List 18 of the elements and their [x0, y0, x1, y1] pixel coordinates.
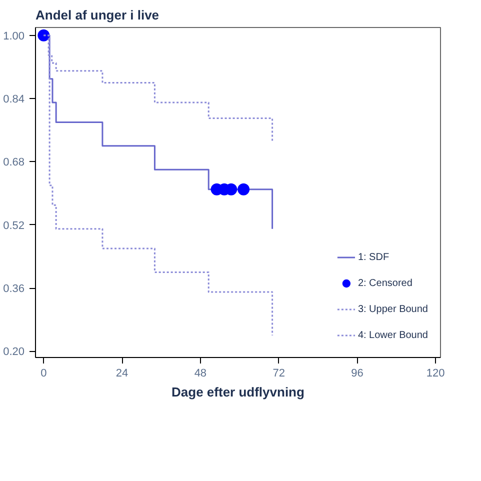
legend-label: 1: SDF [358, 252, 390, 262]
x-axis-title: Dage efter udflyvning [172, 384, 305, 400]
y-tick-label: 0.68 [3, 156, 25, 169]
y-axis-title: Andel af unger i live [36, 8, 160, 22]
legend-label: 3: Upper Bound [358, 304, 428, 314]
x-tick-label: 96 [351, 368, 364, 380]
legend-label: 2: Censored [358, 278, 412, 288]
y-tick-label: 0.36 [3, 283, 25, 296]
x-tick-label: 120 [426, 368, 445, 380]
x-tick-label: 72 [272, 368, 285, 380]
y-tick-label: 1.00 [3, 30, 25, 42]
y-tick-label: 0.52 [3, 220, 25, 232]
y-tick-label: 0.84 [3, 94, 25, 106]
y-tick-label: 0.20 [3, 346, 25, 358]
x-tick-label: 48 [194, 368, 207, 380]
x-tick-label: 0 [40, 368, 47, 380]
x-tick-label: 24 [116, 368, 128, 380]
legend-label: 4: Lower Bound [358, 330, 428, 340]
